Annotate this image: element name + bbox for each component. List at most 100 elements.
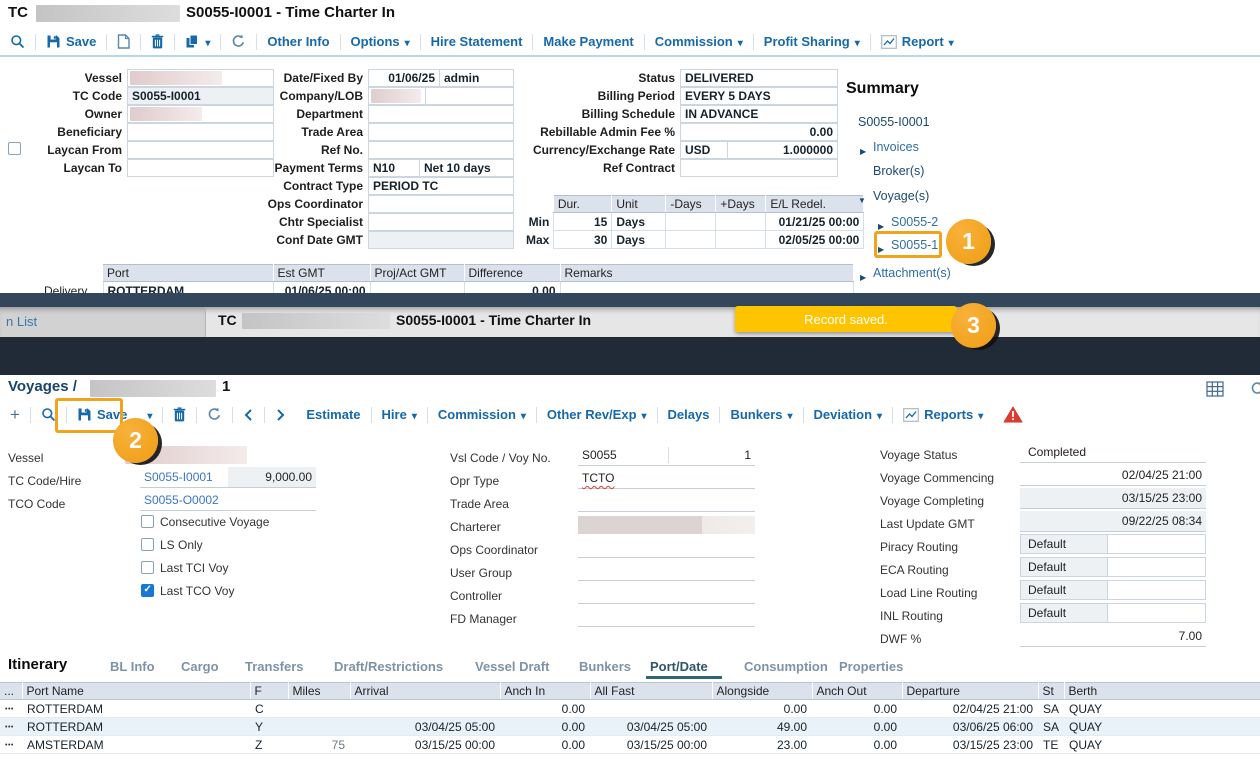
search-button[interactable] (31, 407, 66, 422)
st-cell[interactable]: SA (1038, 699, 1064, 718)
laycan-to-field[interactable] (127, 159, 274, 177)
f-cell[interactable]: C (250, 699, 288, 718)
hire-menu[interactable]: Hire (372, 407, 427, 422)
tab-list[interactable]: n List (0, 307, 206, 337)
hire-statement-button[interactable]: Hire Statement (421, 34, 533, 49)
estimate-button[interactable]: Estimate (296, 407, 370, 422)
min-plus-days[interactable] (715, 212, 767, 231)
reports-menu[interactable]: Reports (893, 407, 993, 422)
tab-draft-restrictions[interactable]: Draft/Restrictions (334, 659, 444, 674)
anch-out-cell[interactable]: 0.00 (812, 717, 902, 736)
ref-contract-field[interactable] (680, 159, 838, 177)
berth-cell[interactable]: QUAY (1064, 735, 1260, 754)
summary-item-voyages[interactable]: Voyage(s) (873, 189, 930, 203)
row-actions-icon[interactable] (0, 717, 22, 736)
billing-period-field[interactable]: EVERY 5 DAYS (680, 87, 838, 105)
tab-properties[interactable]: Properties (839, 659, 904, 674)
user-group-field[interactable] (578, 560, 755, 581)
port-name-cell[interactable]: ROTTERDAM (22, 699, 250, 718)
owner-field[interactable] (127, 105, 274, 123)
all-fast-cell[interactable]: 03/15/25 00:00 (590, 735, 712, 754)
summary-item-voyage-s0055-1[interactable]: S0055-1 (891, 238, 939, 252)
billing-schedule-field[interactable]: IN ADVANCE (680, 105, 838, 123)
other-rev-exp-menu[interactable]: Other Rev/Exp (537, 407, 657, 422)
ls-only-checkbox[interactable] (141, 538, 154, 551)
ref-no-field[interactable] (368, 141, 514, 159)
options-menu[interactable]: Options (341, 34, 420, 49)
st-cell[interactable]: TE (1038, 735, 1064, 754)
dwf-field[interactable]: 7.00 (1020, 626, 1206, 647)
company-lob-field[interactable] (368, 87, 514, 105)
tc-code-field[interactable]: S0055-I0001 (127, 87, 274, 105)
delivery-difference[interactable]: 0.00 (463, 281, 561, 293)
refresh-button[interactable] (197, 407, 232, 422)
port-name-cell[interactable]: AMSTERDAM (22, 735, 250, 754)
row-actions-icon[interactable] (0, 735, 22, 754)
trade-area-field[interactable] (578, 491, 755, 512)
tab-bl-info[interactable]: BL Info (110, 659, 155, 674)
bunkers-menu[interactable]: Bunkers (720, 407, 802, 422)
triangle-down-icon[interactable] (858, 190, 866, 208)
tab-port-date[interactable]: Port/Date (650, 659, 708, 674)
summary-item-voyage-s0055-2[interactable]: S0055-2 (891, 215, 939, 229)
st-cell[interactable]: SA (1038, 717, 1064, 736)
arrival-cell[interactable]: 03/04/25 05:00 (350, 717, 500, 736)
last-tci-voy-checkbox[interactable] (141, 561, 154, 574)
max-plus-days[interactable] (715, 230, 767, 249)
refresh-icon[interactable] (1250, 381, 1260, 396)
new-record-button[interactable] (107, 34, 140, 49)
anch-out-cell[interactable]: 0.00 (812, 699, 902, 718)
fd-manager-field[interactable] (578, 606, 755, 627)
trade-area-field[interactable] (368, 123, 514, 141)
departure-cell[interactable]: 03/15/25 23:00 (902, 735, 1038, 754)
row-actions-icon[interactable] (0, 699, 22, 718)
anch-in-cell[interactable]: 0.00 (500, 699, 590, 718)
beneficiary-field[interactable] (127, 123, 274, 141)
anch-in-cell[interactable]: 0.00 (500, 735, 590, 754)
port-name-cell[interactable]: ROTTERDAM (22, 717, 250, 736)
berth-cell[interactable]: QUAY (1064, 717, 1260, 736)
tc-code-hire-field[interactable]: S0055-I0001 9,000.00 (140, 467, 316, 488)
date-fixed-by-field[interactable]: 01/06/25 admin (368, 69, 514, 87)
delivery-est-gmt[interactable]: 01/06/25 00:00 (272, 281, 371, 293)
department-field[interactable] (368, 105, 514, 123)
max-dur[interactable]: 30 (553, 230, 613, 249)
delete-button[interactable] (141, 34, 174, 49)
make-payment-button[interactable]: Make Payment (533, 34, 643, 49)
laycan-checkbox[interactable] (8, 142, 21, 155)
departure-cell[interactable]: 03/06/25 06:00 (902, 717, 1038, 736)
conf-date-gmt-field[interactable] (368, 231, 514, 249)
tco-code-field[interactable]: S0055-O0002 (140, 490, 316, 511)
load-line-routing-field[interactable]: Default (1020, 580, 1206, 600)
delivery-remarks[interactable] (559, 281, 854, 293)
alongside-cell[interactable]: 0.00 (712, 699, 812, 718)
last-tco-voy-checkbox[interactable] (141, 584, 154, 597)
status-field[interactable]: DELIVERED (680, 69, 838, 87)
summary-root[interactable]: S0055-I0001 (858, 115, 930, 129)
add-button[interactable]: + (0, 405, 30, 425)
alongside-cell[interactable]: 49.00 (712, 717, 812, 736)
miles-cell[interactable] (288, 717, 350, 736)
min-unit[interactable]: Days (611, 212, 667, 231)
tab-cargo[interactable]: Cargo (181, 659, 219, 674)
consecutive-voyage-checkbox[interactable] (141, 515, 154, 528)
max-minus-days[interactable] (665, 230, 717, 249)
voyage-save-button[interactable]: Save (67, 407, 137, 422)
next-voyage-button[interactable] (265, 408, 296, 422)
contract-type-field[interactable]: PERIOD TC (368, 177, 514, 195)
previous-voyage-button[interactable] (233, 408, 264, 422)
validation-warning-icon[interactable] (993, 406, 1033, 423)
eca-routing-field[interactable]: Default (1020, 557, 1206, 577)
payment-terms-field[interactable]: N10 Net 10 days (368, 159, 514, 177)
tab-bunkers[interactable]: Bunkers (579, 659, 632, 674)
min-minus-days[interactable] (665, 212, 717, 231)
delete-button[interactable] (163, 407, 196, 422)
delays-button[interactable]: Delays (658, 407, 720, 422)
opr-type-field[interactable]: TCTO (578, 468, 755, 489)
profit-sharing-menu[interactable]: Profit Sharing (754, 34, 870, 49)
max-unit[interactable]: Days (611, 230, 667, 249)
all-fast-cell[interactable] (590, 699, 712, 718)
other-info-button[interactable]: Other Info (257, 34, 339, 49)
ops-coordinator-field[interactable] (368, 195, 514, 213)
tco-code-link[interactable]: S0055-O0002 (144, 493, 219, 507)
